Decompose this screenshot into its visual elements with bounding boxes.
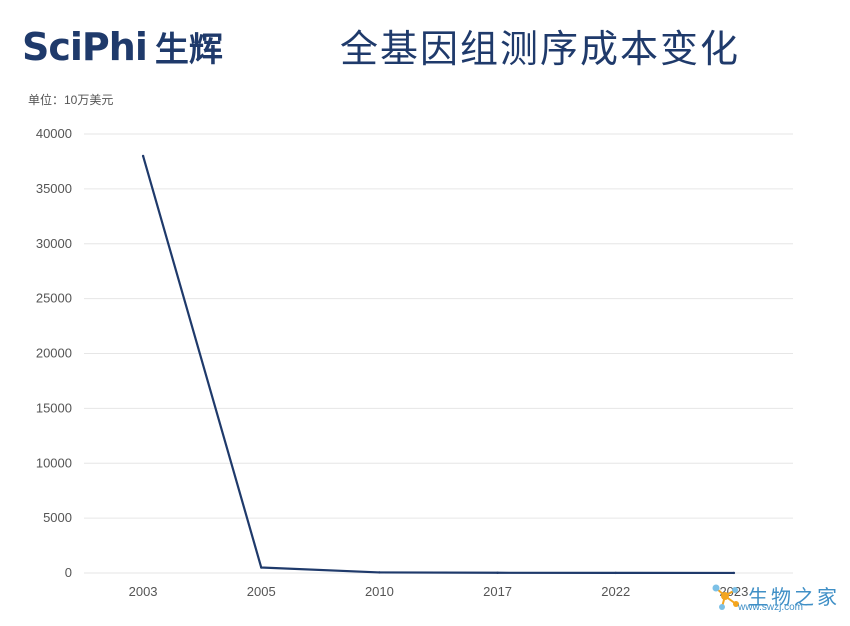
watermark-url: www.swzj.com	[738, 602, 804, 613]
y-tick-labels: 0 5000 10000 15000 20000 25000 30000 35000 40000	[36, 126, 72, 580]
logo-brand: SciPhi	[22, 24, 148, 69]
x-tick-label: 2022	[601, 584, 630, 599]
data-point	[496, 571, 499, 574]
unit-label: 单位：10万美元	[28, 93, 114, 107]
data-point	[732, 571, 736, 575]
y-tick-label: 35000	[36, 181, 72, 196]
data-point	[141, 154, 145, 158]
y-tick-label: 0	[65, 565, 72, 580]
chart-title: 全基因组测序成本变化	[340, 27, 741, 71]
data-point	[260, 566, 263, 569]
x-tick-label: 2003	[129, 584, 158, 599]
series-layer	[141, 154, 736, 575]
molecule-icon	[712, 584, 739, 610]
y-tick-label: 15000	[36, 400, 72, 415]
y-tick-label: 30000	[36, 236, 72, 251]
x-tick-label: 2005	[247, 584, 276, 599]
y-tick-label: 10000	[36, 455, 72, 470]
series-line	[142, 155, 734, 575]
y-tick-label: 5000	[43, 510, 72, 525]
x-tick-labels: 200320052010201720222023	[129, 584, 749, 599]
y-tick-label: 40000	[36, 126, 72, 141]
watermark: 生物之家 www.swzj.com	[708, 578, 840, 613]
data-point	[378, 571, 381, 574]
grid-layer	[84, 133, 793, 574]
logo-cn: 生辉	[154, 30, 223, 70]
logo: SciPhi 生辉	[22, 22, 223, 71]
data-point	[614, 571, 617, 575]
y-tick-label: 25000	[36, 291, 72, 306]
x-tick-label: 2017	[483, 584, 512, 599]
y-tick-label: 20000	[36, 346, 72, 361]
watermark-name: 生物之家	[748, 586, 840, 609]
x-tick-label: 2010	[365, 584, 394, 599]
